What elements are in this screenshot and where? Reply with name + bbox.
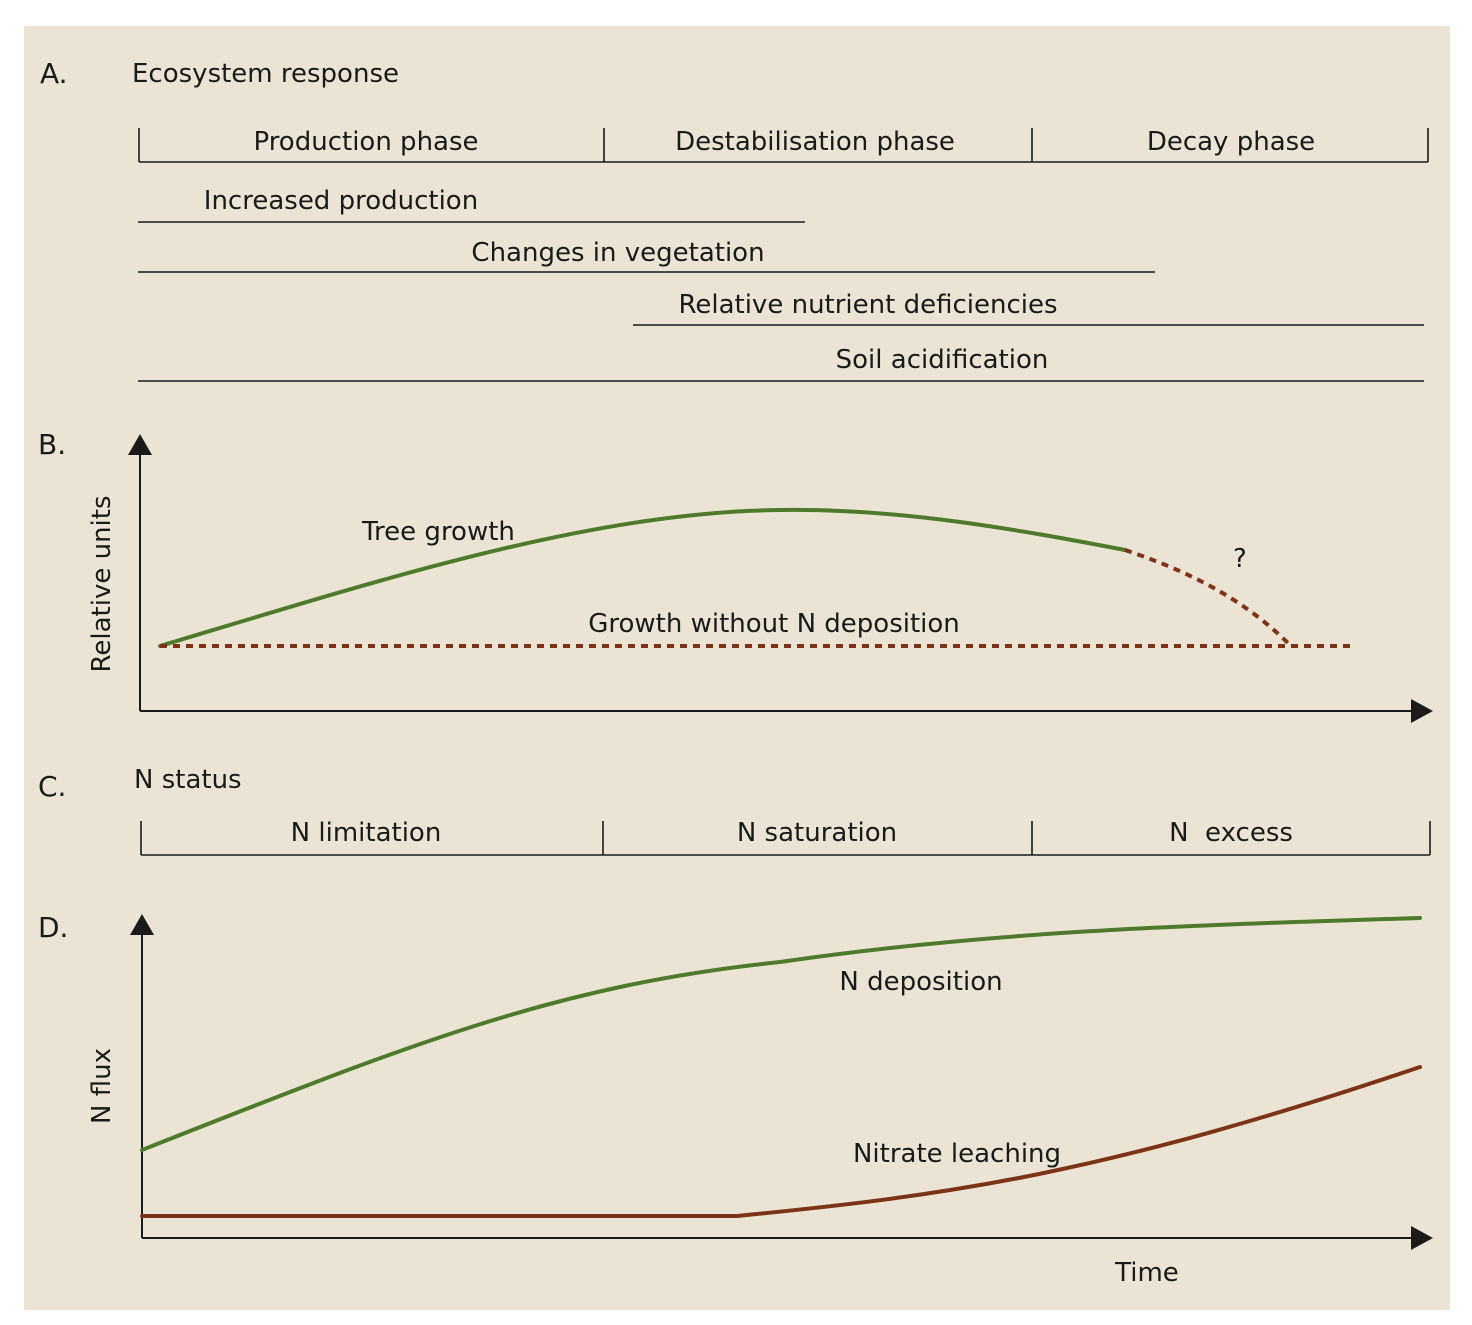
response-label: Changes in vegetation (471, 238, 764, 268)
response-span-increased-production: Increased production (138, 186, 805, 223)
tree-growth-label: Tree growth (361, 517, 515, 547)
y-axis-label: N flux (87, 1048, 117, 1124)
response-label: Relative nutrient deficiencies (678, 290, 1057, 320)
response-label: Increased production (204, 186, 478, 216)
nitrate-leaching-label: Nitrate leaching (853, 1139, 1061, 1169)
y-axis-arrowhead (128, 434, 152, 455)
panel-b-letter: B. (38, 428, 66, 461)
response-span-soil-acidification: Soil acidification (138, 345, 1424, 382)
phase-decay: Decay phase (1147, 127, 1315, 157)
panel-c: C. N status N limitation N saturation N … (38, 765, 1431, 856)
panel-a-title: Ecosystem response (132, 59, 399, 89)
panel-c-letter: C. (38, 770, 66, 803)
figure-background (24, 26, 1450, 1310)
n-deposition-label: N deposition (839, 967, 1002, 997)
status-bracket (140, 821, 1431, 856)
phase-bracket (138, 128, 1429, 163)
panel-b: B. Relative units Tree growth Growth wit… (38, 428, 1433, 723)
phase-production: Production phase (253, 127, 478, 157)
tree-growth-curve (158, 507, 1127, 648)
response-label: Soil acidification (836, 345, 1049, 375)
n-deposition-curve (140, 916, 1422, 1152)
status-n-limitation: N limitation (291, 818, 442, 848)
x-axis-arrowhead (1411, 699, 1433, 723)
panel-a-letter: A. (40, 57, 68, 90)
panel-c-title: N status (134, 765, 242, 795)
phase-destabilisation: Destabilisation phase (675, 127, 955, 157)
baseline-growth-label: Growth without N deposition (588, 609, 960, 639)
panel-d: D. N flux Time N deposition Nitrate leac… (38, 911, 1433, 1288)
x-axis-arrowhead (1411, 1226, 1433, 1250)
response-span-relative-nutrient-deficiencies: Relative nutrient deficiencies (633, 290, 1424, 326)
y-axis-arrowhead (130, 914, 154, 935)
uncertainty-mark: ? (1233, 544, 1247, 574)
status-n-excess: N excess (1169, 818, 1293, 848)
panel-a: A. Ecosystem response Production phase D… (40, 57, 1429, 382)
response-span-changes-in-vegetation: Changes in vegetation (138, 238, 1155, 273)
x-axis-label: Time (1114, 1258, 1179, 1288)
nitrate-leaching-curve (140, 1065, 1422, 1218)
y-axis-label: Relative units (87, 495, 117, 672)
panel-d-letter: D. (38, 911, 68, 944)
status-n-saturation: N saturation (737, 818, 897, 848)
tree-growth-decline-dashed (1124, 548, 1293, 648)
